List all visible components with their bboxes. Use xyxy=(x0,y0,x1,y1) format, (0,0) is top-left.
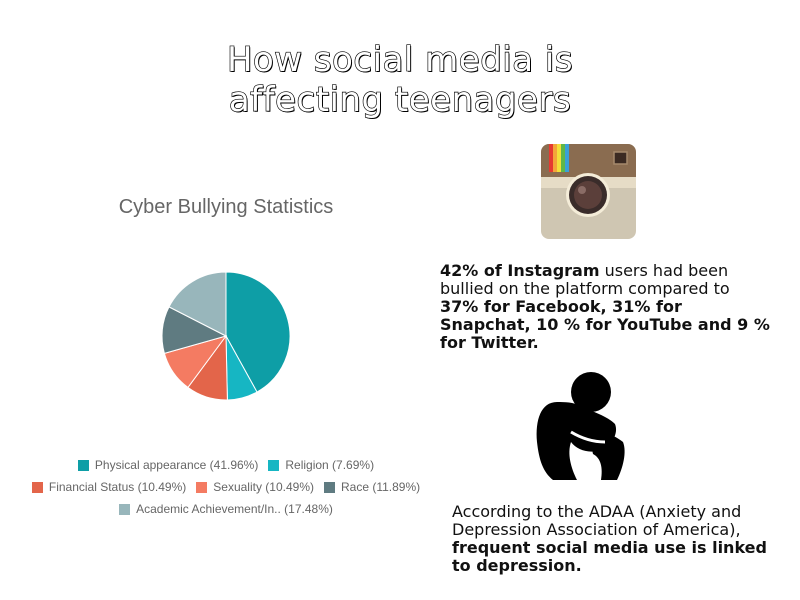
adaa-statistic: According to the ADAA (Anxiety and Depre… xyxy=(452,503,790,575)
legend-row-1: Physical appearance (41.96%) Religion (7… xyxy=(0,458,452,472)
chart-title: Cyber Bullying Statistics xyxy=(118,196,334,218)
legend-label: Sexuality (10.49%) xyxy=(213,480,314,494)
stat-body: users had been bullied on the platform c… xyxy=(440,261,730,298)
legend-row-3: Academic Achievement/In.. (17.48%) xyxy=(0,502,452,516)
legend-label: Religion (7.69%) xyxy=(285,458,375,472)
title-line-2: affecting teenagers xyxy=(228,79,572,120)
legend-swatch xyxy=(31,481,43,493)
legend-label: Physical appearance (41.96%) xyxy=(94,458,259,472)
instagram-statistic: 42% of Instagram users had been bullied … xyxy=(440,262,770,352)
legend-label: Financial Status (10.49%) xyxy=(48,480,187,494)
legend-swatch xyxy=(77,459,89,471)
legend-swatch xyxy=(323,481,335,493)
legend-item-religion[interactable]: Religion (7.69%) xyxy=(268,458,374,472)
pie-chart xyxy=(161,271,291,401)
pie-slice-0[interactable] xyxy=(225,271,291,393)
sad-person-icon xyxy=(536,372,625,480)
legend-item-race[interactable]: Race (11.89%) xyxy=(323,480,421,494)
stat-highlight-instagram: 42% of Instagram xyxy=(440,261,600,280)
legend-label: Race (11.89%) xyxy=(340,480,421,494)
legend-item-academic-achievement[interactable]: Academic Achievement/In.. (17.48%) xyxy=(119,502,333,516)
adaa-body: According to the ADAA (Anxiety and Depre… xyxy=(452,502,742,539)
legend-row-2: Financial Status (10.49%) Sexuality (10.… xyxy=(0,480,452,494)
instagram-camera-icon xyxy=(541,144,636,239)
legend-label: Academic Achievement/In.. (17.48%) xyxy=(136,502,333,516)
stat-highlight-other-platforms: 37% for Facebook, 31% for Snapchat, 10 %… xyxy=(440,297,770,352)
legend-item-financial-status[interactable]: Financial Status (10.49%) xyxy=(31,480,187,494)
legend-swatch xyxy=(196,481,208,493)
title-line-1: How social media is xyxy=(226,39,574,80)
chart-legend: Physical appearance (41.96%) Religion (7… xyxy=(0,458,452,524)
adaa-highlight: frequent social media use is linked to d… xyxy=(452,538,767,575)
legend-item-sexuality[interactable]: Sexuality (10.49%) xyxy=(196,480,314,494)
legend-item-physical-appearance[interactable]: Physical appearance (41.96%) xyxy=(77,458,259,472)
pie-slice-5[interactable] xyxy=(168,271,227,337)
legend-swatch xyxy=(119,503,131,515)
page-title: How social media is affecting teenagers xyxy=(0,39,800,120)
legend-swatch xyxy=(268,459,280,471)
